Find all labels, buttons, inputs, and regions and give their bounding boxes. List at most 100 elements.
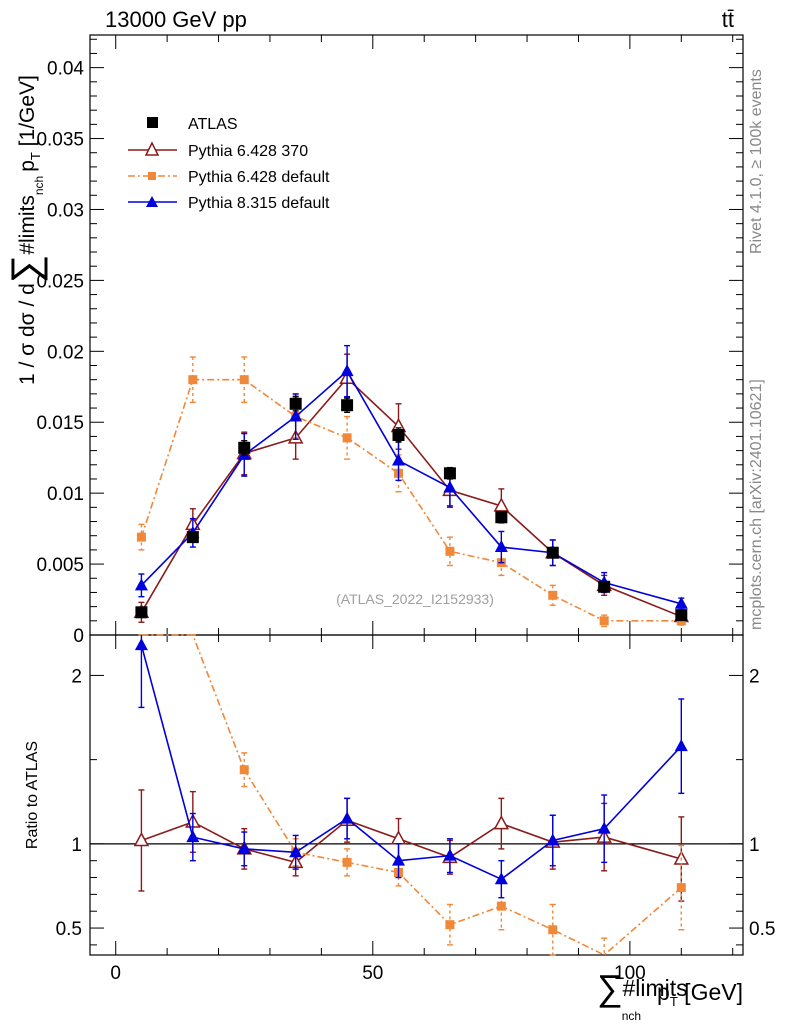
ratio-point-pythia-8-315-default [134, 638, 148, 651]
ratio-point-pythia-8-315-default [340, 811, 354, 824]
legend-pythia6-default-label: Pythia 6.428 default [188, 169, 330, 186]
header-right-process: tt̄ [722, 7, 734, 32]
ratio-series-pythia-8-315-default [134, 635, 688, 899]
legend: ATLAS Pythia 6.428 370 Pythia 6.428 defa… [128, 116, 330, 212]
main-series-pythia-8-315-default [134, 344, 688, 611]
legend-pythia8-label: Pythia 8.315 default [188, 195, 330, 212]
main-point-atlas [135, 606, 148, 619]
legend-pythia8-marker [146, 196, 158, 207]
ratio-point-pythia-6-428-default [239, 765, 249, 775]
x-label-sub: nch [622, 1009, 641, 1023]
main-point-atlas [392, 429, 405, 441]
main-point-pythia-6-428-default [445, 546, 455, 556]
main-point-atlas [443, 467, 456, 480]
ratio-y-axis-label: Ratio to ATLAS [24, 741, 41, 849]
x-label-limits: #limits [623, 975, 688, 1001]
ratio-xtick-label: 50 [362, 963, 383, 984]
main-point-atlas [495, 511, 508, 524]
main-point-pythia-6-428-default [188, 375, 198, 385]
main-point-atlas [238, 441, 251, 454]
main-point-pythia-6-428-default [599, 616, 609, 626]
main-y-label-unit: [1/GeV] [16, 75, 39, 152]
main-point-pythia-6-428-default [342, 433, 352, 443]
main-point-atlas [546, 546, 559, 559]
ratio-xtick-label: 100 [614, 963, 646, 984]
main-point-pythia-8-315-default [392, 453, 406, 466]
main-point-atlas [341, 399, 354, 412]
main-point-pythia-6-428-default [239, 375, 249, 385]
ratio-point-pythia-6-428-default [445, 920, 455, 930]
ratio-ytick-label-right: 0.5 [749, 919, 775, 940]
x-label-unit: [GeV] [678, 979, 743, 1005]
legend-pythia6-370-marker [144, 141, 160, 156]
main-point-pythia-8-315-default [674, 596, 688, 609]
main-point-pythia-8-315-default [289, 409, 303, 422]
legend-atlas-label: ATLAS [188, 116, 238, 133]
ratio-ytick-label-left: 0.5 [56, 919, 82, 940]
main-ytick-label: 0.01 [47, 484, 84, 505]
ratio-ytick-label-right: 1 [749, 835, 760, 856]
ratio-point-pythia-8-315-default [289, 845, 303, 858]
main-y-label-p: p [16, 160, 39, 172]
main-series-atlas [135, 396, 688, 622]
main-panel: 0 0.005 0.01 0.015 0.02 0.025 0.03 0.035 0.04 (A… [4, 34, 744, 647]
main-line-pythia-6-428-default [140, 378, 682, 622]
main-y-label-a: 1 / σ dσ / d [16, 283, 39, 385]
legend-pythia6-370-label: Pythia 6.428 370 [188, 143, 308, 160]
legend-item-pythia6-370: Pythia 6.428 370 [128, 141, 308, 160]
main-point-pythia-6-428-default [136, 532, 146, 542]
main-ytick-label: 0.04 [47, 59, 84, 80]
ratio-ytick-label-right: 2 [749, 666, 760, 687]
legend-pythia6-default-marker [148, 172, 156, 180]
side-label-rivet: Rivet 4.1.0, ≥ 100k events [748, 69, 765, 254]
ratio-point-pythia-6-428-370 [493, 815, 510, 830]
ratio-point-pythia-8-315-default [546, 833, 560, 846]
main-ytick-label: 0.005 [36, 555, 84, 576]
ratio-point-pythia-8-315-default [237, 841, 251, 854]
ratio-point-pythia-8-315-default [674, 739, 688, 752]
main-ytick-label: 0.015 [36, 413, 84, 434]
main-point-atlas [289, 397, 302, 410]
main-y-axis-label: 1 / σ dσ / d∑#limitsnch pT [1/GeV] [4, 75, 48, 385]
main-point-pythia-8-315-default [443, 480, 457, 493]
main-line-pythia-8-315-default [140, 369, 682, 605]
ratio-point-pythia-6-428-default [676, 883, 686, 893]
main-ytick-label: 0.02 [47, 342, 84, 363]
main-point-pythia-8-315-default [134, 578, 148, 591]
ratio-x-axis-label: ∑#limits nch pT [GeV] [597, 967, 743, 1023]
legend-atlas-marker [147, 117, 158, 128]
main-y-label-sub: nch [32, 176, 46, 195]
main-point-pythia-6-428-370 [493, 497, 510, 512]
ratio-point-pythia-6-428-default [342, 857, 352, 867]
main-ytick-label: 0 [73, 626, 84, 647]
main-ytick-label: 0.025 [36, 271, 84, 292]
ratio-ytick-label-left: 1 [71, 835, 82, 856]
ratio-point-pythia-6-428-default [548, 925, 558, 935]
ratio-ytick-label-left: 2 [71, 666, 82, 687]
main-point-pythia-8-315-default [494, 540, 508, 553]
main-point-atlas [675, 609, 688, 622]
x-label-psub: T [670, 994, 678, 1009]
header-left-title: 13000 GeV pp [105, 7, 247, 32]
ratio-panel: 0.5 0.5 1 1 2 2 0 50 100 Ratio to ATLAS ∑#limits… [24, 634, 775, 1023]
main-watermark: (ATLAS_2022_I2152933) [336, 591, 494, 607]
main-series [133, 344, 690, 628]
main-y-label-sum: ∑ [4, 255, 48, 284]
ratio-series [133, 634, 690, 956]
ratio-point-pythia-8-315-default [443, 848, 457, 861]
main-y-label-limits: #limits [16, 195, 39, 255]
ratio-point-pythia-8-315-default [392, 853, 406, 866]
ratio-line-pythia-6-428-default [141, 634, 682, 956]
ratio-point-pythia-6-428-370 [133, 831, 150, 847]
x-label-p: p [657, 979, 670, 1005]
main-point-atlas [186, 531, 199, 544]
main-point-atlas [598, 580, 611, 593]
main-ticks: 0 0.005 0.01 0.015 0.02 0.025 0.03 0.035 0.04 [36, 35, 743, 647]
legend-item-pythia8: Pythia 8.315 default [128, 195, 330, 212]
legend-item-pythia6-default: Pythia 6.428 default [128, 169, 330, 186]
ratio-point-pythia-8-315-default [597, 821, 611, 834]
ratio-point-pythia-8-315-default [494, 872, 508, 885]
ratio-panel-frame [89, 634, 744, 956]
ratio-point-pythia-8-315-default [186, 830, 200, 843]
